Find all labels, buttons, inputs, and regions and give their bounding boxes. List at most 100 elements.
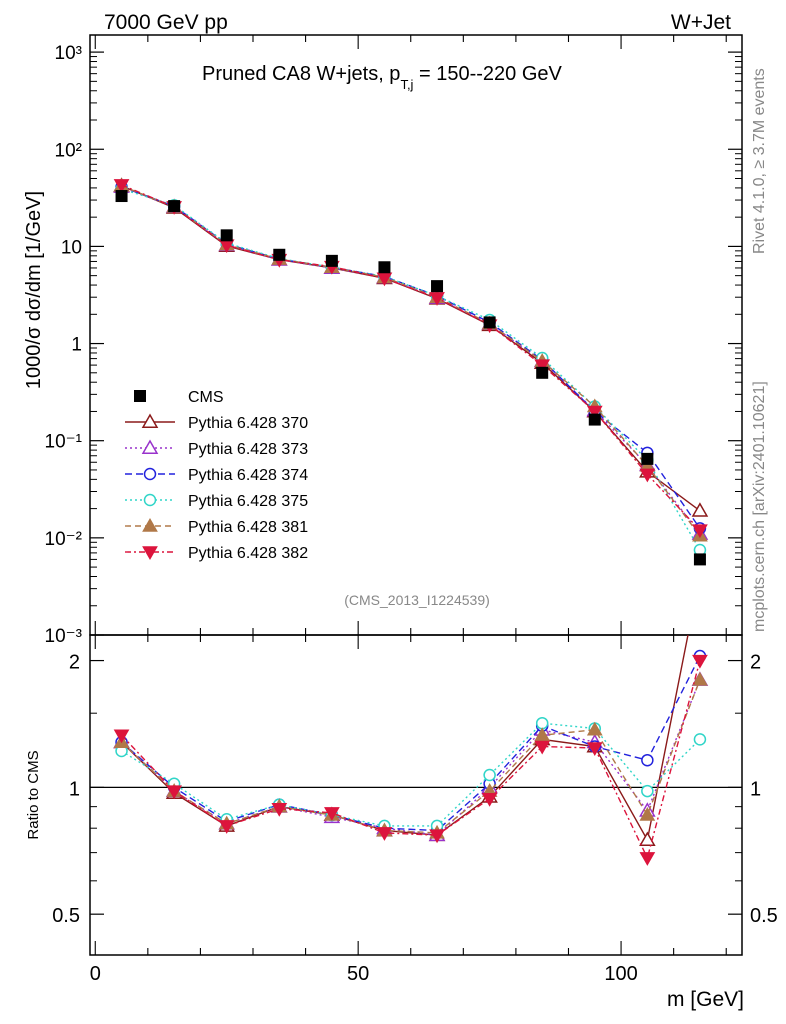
cms-point [536,366,549,379]
ratio-point [481,792,498,807]
ratio-line [121,635,689,842]
ratio-series-0 [113,568,707,847]
ratio-y-axis-label: Ratio to CMS [25,750,42,839]
ratio-point [429,829,445,844]
ratio-point [534,727,551,741]
legend: CMS Pythia 6.428 370 Pythia 6.428 373 Pythi… [125,389,308,562]
series-0 [113,177,709,517]
legend-entry: Pythia 6.428 374 [125,467,308,484]
ratio-point [641,784,654,798]
data-point [639,468,656,483]
ratio-series-5 [113,654,708,866]
main-y-axis-label: 1000/σ dσ/dm [1/GeV] [23,191,45,389]
legend-entry: Pythia 6.428 373 [125,439,308,458]
ratio-point [113,729,130,744]
plot-title: Pruned CA8 W+jets, pT,j = 150--220 GeV [202,63,563,92]
legend-entry-cms: CMS [134,389,224,406]
x-tick-label: 0 [90,963,101,985]
ratio-y-ticks: 0.5 0.5 1 1 2 2 [52,652,778,928]
cms-point [588,413,601,426]
ratio-point [166,785,182,800]
ratio-point [639,831,656,847]
header-left: 7000 GeV pp [104,11,228,34]
series-line [121,184,701,531]
data-point [113,179,130,193]
cms-point [693,553,706,566]
legend-label: CMS [188,389,224,406]
y-tick-label: 10⁻³ [45,626,83,647]
x-axis-label: m [GeV] [667,988,744,1011]
legend-marker [142,546,158,561]
ratio-tick-label-right: 2 [750,652,761,674]
ratio-point [324,807,340,821]
cms-point [273,248,286,261]
y-tick-label: 10³ [55,43,82,64]
legend-entry: Pythia 6.428 370 [125,413,308,432]
data-point [534,359,551,374]
series-line [121,186,701,529]
ratio-point [535,716,549,730]
plot-title-main: Pruned CA8 W+jets, p [202,63,400,85]
legend-marker [143,467,157,481]
legend-marker [141,413,159,428]
legend-entry: Pythia 6.428 382 [125,545,308,562]
legend-marker [142,517,158,532]
ratio-point [271,802,288,817]
y-tick-label: 10² [55,140,82,161]
series-4 [113,177,708,542]
rivet-version-label: Rivet 4.1.0, ≥ 3.7M events [751,68,768,254]
series-line [121,185,701,537]
x-tick-label: 100 [604,963,637,985]
legend-marker [134,390,146,402]
ratio-line [121,679,701,836]
data-point [586,405,603,420]
ratio-tick-label-left: 1 [69,778,80,800]
legend-label: Pythia 6.428 370 [188,415,308,432]
ratio-point [693,568,707,580]
y-tick-label: 1 [71,335,82,356]
ratio-tick-label-left: 2 [69,652,80,674]
cms-point [220,229,233,242]
data-point [692,524,708,539]
ratio-series-group [113,568,709,866]
ratio-series-3 [115,716,707,833]
ratio-point [639,806,656,821]
ratio-line [121,722,701,827]
legend-marker [141,439,159,454]
legend-label: Pythia 6.428 373 [188,441,308,458]
data-point [429,292,445,306]
cms-point [168,200,181,213]
cms-point [641,452,654,465]
cms-point [325,254,338,267]
y-tick-label: 10⁻² [45,529,83,550]
data-point [691,502,709,517]
ratio-line [121,655,701,832]
ratio-tick-label-right: 0.5 [750,905,778,927]
cms-point [115,190,128,203]
ratio-point [534,740,551,755]
series-1 [113,178,709,540]
cms-point [378,261,391,274]
cms-point [431,280,444,293]
ratio-point [692,671,708,686]
header-right: W+Jet [671,11,731,34]
legend-label: Pythia 6.428 382 [188,545,308,562]
ratio-point [586,742,603,757]
ratio-tick-label-left: 0.5 [52,905,80,927]
main-series-group [113,177,709,566]
ratio-point [376,827,393,841]
cms-data [115,190,706,566]
ratio-point [639,852,656,866]
x-ticks: 0 50 100 [90,35,727,985]
legend-label: Pythia 6.428 375 [188,493,308,510]
legend-label: Pythia 6.428 374 [188,467,308,484]
ratio-panel-frame [89,634,743,956]
cms-point [483,316,496,329]
ratio-tick-label-right: 1 [750,778,761,800]
analysis-id-label: (CMS_2013_I1224539) [344,592,490,608]
legend-marker [143,493,157,507]
ratio-point [218,820,235,834]
plot-title-sub: T,j [400,77,413,92]
legend-entry: Pythia 6.428 375 [125,493,308,510]
